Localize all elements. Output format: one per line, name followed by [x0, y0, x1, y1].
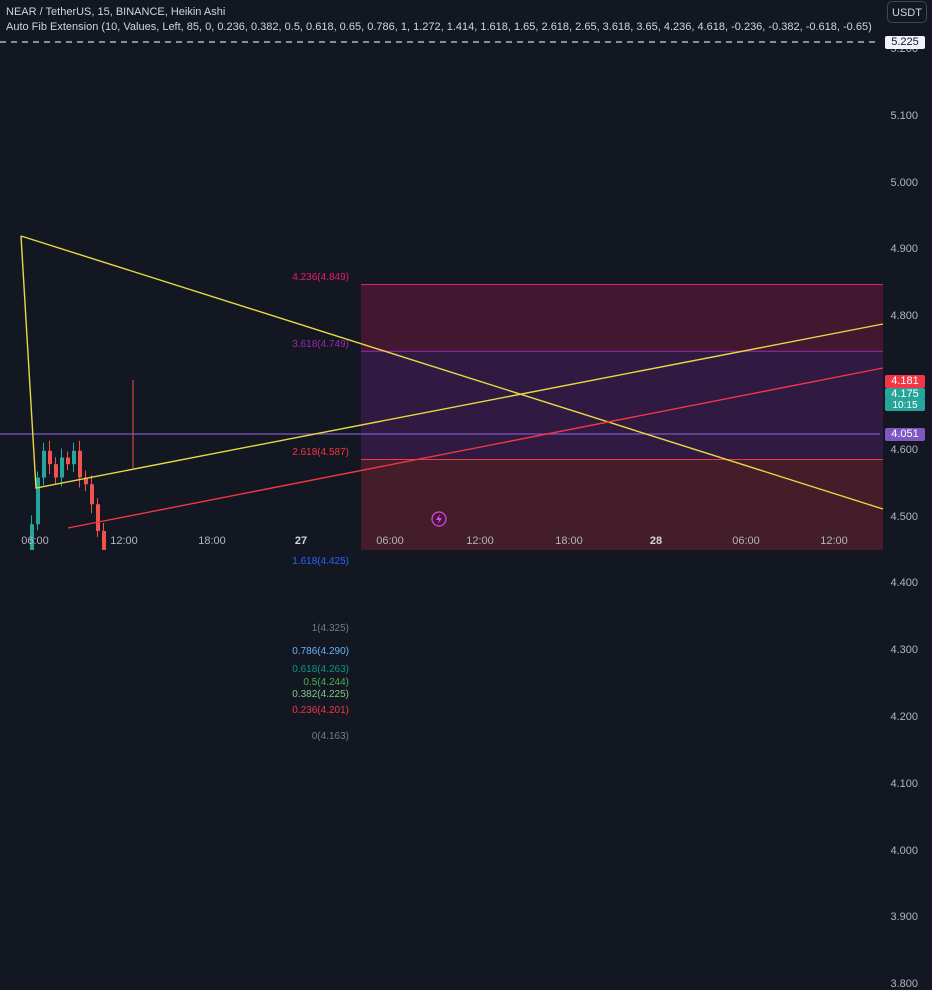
candle-body [30, 524, 34, 550]
price-tick: 4.300 [890, 644, 918, 657]
chart-canvas[interactable] [0, 0, 932, 550]
time-tick: 18:00 [198, 535, 226, 547]
triangle-drawing[interactable] [20, 235, 884, 489]
symbol-title[interactable]: NEAR / TetherUS, 15, BINANCE, Heikin Ash… [6, 6, 226, 18]
fib-level-label: 1(4.325) [311, 622, 349, 634]
candle-body [60, 457, 64, 478]
time-tick: 18:00 [555, 535, 583, 547]
price-tick: 4.500 [890, 510, 918, 523]
price-tick: 4.200 [890, 711, 918, 723]
candle-body [90, 484, 94, 505]
time-tick: 27 [294, 535, 308, 547]
time-tick: 12:00 [820, 535, 848, 547]
fib-zone [361, 284, 883, 352]
trendline-upper[interactable] [20, 235, 884, 510]
time-tick: 28 [649, 535, 663, 547]
line-price-label: 4.051 [885, 428, 925, 441]
fib-level-label: 0.786(4.290) [292, 645, 349, 657]
fib-level-label: 0.382(4.225) [292, 689, 349, 701]
time-tick: 12:00 [466, 535, 494, 547]
fib-zone [361, 351, 883, 460]
fib-level-label: 1.618(4.425) [292, 555, 349, 567]
replay-icon[interactable] [431, 511, 447, 527]
fib-level-label: 0.618(4.263) [292, 663, 349, 675]
countdown-label: 10:15 [885, 399, 925, 411]
price-tick: 4.100 [890, 777, 918, 790]
last-price-label: 4.181 [885, 375, 925, 388]
candle-body [78, 450, 82, 478]
time-tick: 06:00 [376, 535, 404, 547]
fib-level-label: 2.618(4.587) [292, 447, 349, 459]
time-tick: 06:00 [732, 535, 760, 547]
price-tick: 4.900 [890, 243, 918, 256]
fib-level-label: 4.236(4.849) [292, 272, 349, 284]
currency-button[interactable]: USDT [887, 1, 927, 23]
candle-body [36, 477, 40, 525]
time-tick: 06:00 [21, 535, 49, 547]
price-tick: 3.900 [890, 911, 918, 924]
candle-body [84, 477, 88, 485]
candle-body [54, 464, 58, 478]
fib-level-label: 0.5(4.244) [303, 676, 349, 688]
alert-price-label: 5.225 [885, 36, 925, 49]
fib-zones [361, 283, 883, 550]
fib-level-label: 0(4.163) [311, 730, 349, 742]
time-tick: 12:00 [110, 535, 138, 547]
candle-body [72, 450, 76, 465]
price-tick: 4.400 [890, 577, 918, 590]
fib-level-label: 3.618(4.749) [292, 339, 349, 351]
price-tick: 4.000 [890, 844, 918, 857]
drawings [0, 41, 884, 529]
candle-body [48, 450, 52, 465]
trendline-red[interactable] [67, 367, 884, 529]
price-tick: 4.600 [890, 443, 918, 456]
candle-body [66, 457, 70, 465]
candle-body [102, 530, 106, 550]
price-tick: 4.800 [890, 310, 918, 323]
price-tick: 3.800 [890, 978, 918, 990]
price-tick: 5.100 [890, 109, 918, 122]
candle-body [42, 450, 46, 478]
indicator-legend[interactable]: Auto Fib Extension (10, Values, Left, 85… [6, 21, 872, 33]
fib-zone [361, 459, 883, 550]
fib-level-label: 0.236(4.201) [292, 705, 349, 717]
candles [30, 380, 134, 550]
current-price-label: 4.175 [885, 388, 925, 400]
price-tick: 5.000 [890, 176, 918, 189]
candle-body [96, 504, 100, 531]
